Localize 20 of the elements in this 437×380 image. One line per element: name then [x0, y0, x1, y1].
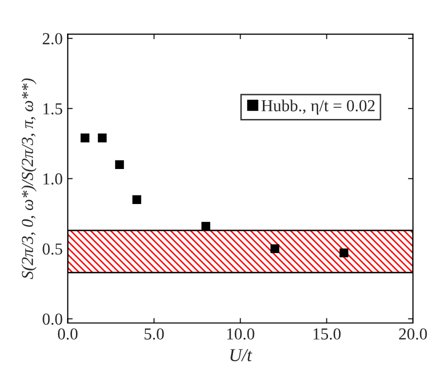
point — [132, 195, 142, 204]
x-tick-label: 0.0 — [58, 328, 78, 340]
x-axis-title: U/t — [230, 349, 252, 362]
x-tick-label: 20.0 — [399, 328, 427, 340]
point — [80, 134, 90, 142]
y-tick-label: 2.0 — [42, 33, 62, 44]
y-axis-title: S(2π/3, 0, ω*)/S(2π/3, π, ω**) — [21, 78, 36, 280]
y-tick-label: 1.0 — [44, 173, 62, 185]
point — [98, 134, 107, 142]
point — [270, 244, 280, 254]
legend-label: Hubb., η/t = 0.02 — [262, 100, 375, 115]
point — [115, 160, 124, 169]
x-tick-label: 5.0 — [144, 328, 164, 340]
y-tick-label: 0.0 — [42, 313, 62, 325]
point — [340, 248, 348, 258]
point — [201, 222, 210, 231]
y-tick-label: 0.5 — [42, 243, 62, 255]
x-tick-label: 10.0 — [227, 328, 254, 340]
x-tick-label: 15.0 — [314, 328, 341, 340]
y-tick-label: 1.5 — [44, 103, 62, 115]
